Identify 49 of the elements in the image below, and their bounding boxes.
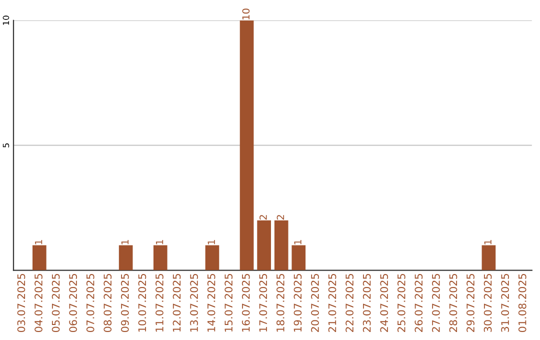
x-tick-label: 03.07.2025 [17,274,26,332]
bar [274,220,288,270]
x-tick-label: 23.07.2025 [362,274,371,332]
x-tick-label: 30.07.2025 [484,274,492,332]
bar [482,245,496,270]
bar [118,245,133,270]
x-tick-label: 28.07.2025 [449,274,458,332]
x-tick-label: 08.07.2025 [104,274,112,332]
x-tick-label: 31.07.2025 [501,274,509,332]
x-tick-label: 16.07.2025 [242,274,250,332]
bar [257,220,271,270]
x-tick-label: 05.07.2025 [52,274,60,332]
data-label: 2 [260,215,267,220]
x-tick-label: 26.07.2025 [414,274,423,332]
x-tick-label: 21.07.2025 [328,274,336,332]
data-label: 1 [156,240,164,244]
x-tick-label: 25.07.2025 [397,274,406,332]
x-tick-label: 04.07.2025 [34,274,42,332]
x-tick-label: 29.07.2025 [466,274,474,332]
bar [292,245,306,270]
bar [205,245,220,270]
x-tick-label: 15.07.2025 [224,274,233,332]
x-tick-label: 17.07.2025 [259,274,268,332]
x-tick-label: 01.08.2025 [518,274,526,332]
x-tick-label: 20.07.2025 [311,274,319,332]
x-tick-label: 12.07.2025 [172,274,181,332]
bar [240,20,254,270]
data-label: 1 [484,240,492,244]
data-label: 1 [35,240,42,244]
y-tick-label: 5 [2,143,10,148]
bar [32,245,46,270]
x-tick-label: 11.07.2025 [156,274,164,332]
x-tick-label: 10.07.2025 [138,274,146,332]
x-tick-label: 27.07.2025 [432,274,440,332]
x-tick-label: 18.07.2025 [276,274,284,332]
x-tick-label: 19.07.2025 [294,274,302,332]
x-tick-label: 14.07.2025 [207,274,216,332]
data-label: 10 [242,8,250,20]
data-label: 1 [294,240,302,244]
x-tick-label: 06.07.2025 [69,274,77,332]
bar [153,245,168,270]
x-tick-label: 24.07.2025 [380,274,388,332]
x-tick-label: 22.07.2025 [346,274,354,332]
data-label: 1 [121,240,129,244]
x-tick-label: 13.07.2025 [190,274,198,332]
data-label: 2 [276,215,284,220]
data-label: 1 [208,240,215,244]
x-tick-label: 07.07.2025 [86,274,94,332]
x-tick-label: 09.07.2025 [120,274,129,332]
